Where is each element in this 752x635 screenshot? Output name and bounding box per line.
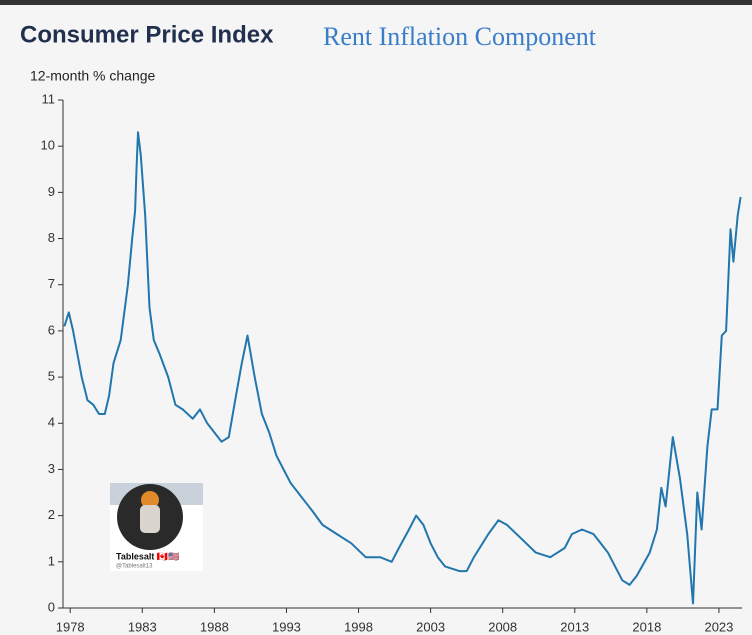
- y-tick-label: 7: [48, 276, 55, 291]
- y-tick-label: 6: [48, 322, 55, 337]
- watermark-name: Tablesalt 🇨🇦🇺🇸: [116, 551, 179, 561]
- y-tick-label: 10: [41, 138, 55, 153]
- watermark-flame: [141, 491, 159, 509]
- watermark-shaker: [140, 505, 160, 533]
- y-tick-label: 5: [48, 369, 55, 384]
- y-tick-label: 3: [48, 461, 55, 476]
- x-tick-label: 1978: [56, 619, 85, 634]
- watermark-handle: @Tablesalt13: [116, 564, 153, 570]
- x-tick-label: 1998: [344, 619, 373, 634]
- x-tick-label: 2013: [560, 619, 589, 634]
- x-tick-label: 1988: [200, 619, 229, 634]
- x-tick-label: 2008: [488, 619, 517, 634]
- y-tick-label: 1: [48, 553, 55, 568]
- y-tick-label: 4: [48, 415, 55, 430]
- y-tick-label: 8: [48, 230, 55, 245]
- x-tick-label: 2003: [416, 619, 445, 634]
- x-tick-label: 2018: [632, 619, 661, 634]
- x-tick-label: 1993: [272, 619, 301, 634]
- y-axis-label: 12-month % change: [30, 68, 156, 84]
- y-tick-label: 11: [42, 91, 56, 106]
- y-tick-label: 9: [48, 184, 55, 199]
- y-tick-label: 0: [48, 599, 55, 614]
- x-tick-label: 1983: [128, 619, 157, 634]
- y-tick-label: 2: [48, 507, 55, 522]
- watermark: Tablesalt 🇨🇦🇺🇸 @Tablesalt13: [110, 483, 203, 571]
- top-bar: [0, 0, 752, 5]
- chart-subtitle: Rent Inflation Component: [323, 22, 597, 51]
- chart-title: Consumer Price Index: [20, 21, 274, 48]
- x-tick-label: 2023: [704, 619, 733, 634]
- data-line: [63, 131, 742, 605]
